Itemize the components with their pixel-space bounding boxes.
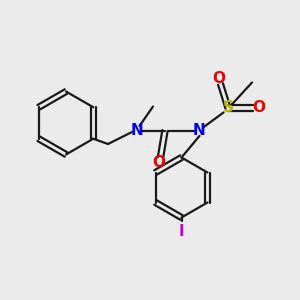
Text: O: O <box>152 155 166 170</box>
Text: O: O <box>252 100 266 116</box>
Text: I: I <box>179 224 184 238</box>
Text: O: O <box>212 71 226 86</box>
Text: N: N <box>130 123 143 138</box>
Text: S: S <box>223 100 233 116</box>
Text: N: N <box>193 123 206 138</box>
